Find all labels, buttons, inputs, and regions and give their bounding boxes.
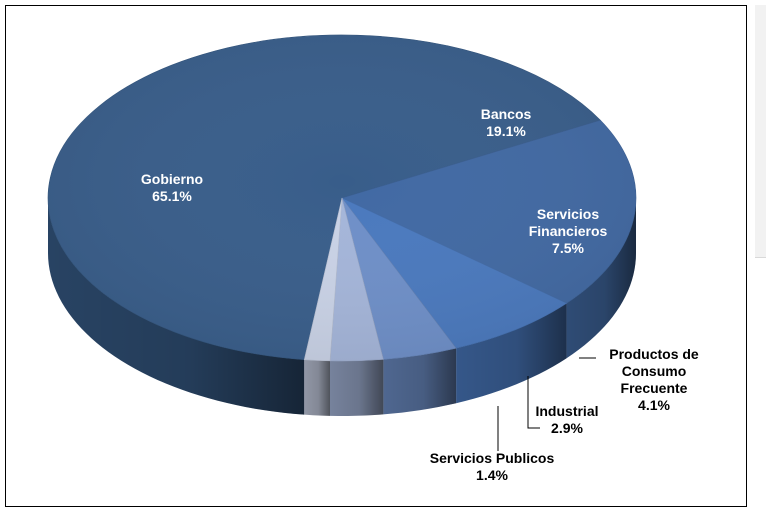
data-label-0: Gobierno 65.1% xyxy=(141,171,203,204)
data-label-text: Servicios xyxy=(537,206,599,222)
side-wall-shading-5 xyxy=(304,359,330,416)
data-label-percent: 2.9% xyxy=(551,420,583,436)
data-label-3: Productos de Consumo Frecuente 4.1% xyxy=(609,346,699,413)
data-label-percent: 1.4% xyxy=(476,467,508,483)
data-label-text: Bancos xyxy=(481,106,532,122)
data-label-text: Financieros xyxy=(529,223,608,239)
side-wall-shading-0 xyxy=(48,198,305,415)
leader-line-4 xyxy=(527,376,540,429)
data-label-percent: 65.1% xyxy=(152,188,192,204)
side-wall-shading-1 xyxy=(566,198,636,359)
data-label-1: Bancos 19.1% xyxy=(481,106,532,139)
chart-frame: Gobierno 65.1% Bancos 19.1% Servicios Financi… xyxy=(5,5,747,507)
leader-lines xyxy=(497,357,596,451)
data-label-text: Consumo xyxy=(622,363,687,379)
pie-top-faces xyxy=(47,34,637,362)
data-labels: Gobierno 65.1% Bancos 19.1% Servicios Financi… xyxy=(141,106,699,483)
pie-chart: Gobierno 65.1% Bancos 19.1% Servicios Financi… xyxy=(47,34,699,483)
side-wall-shading-3 xyxy=(383,348,457,415)
side-panel xyxy=(755,5,766,258)
data-label-5: Servicios Publicos 1.4% xyxy=(430,450,555,483)
side-wall-shading-2 xyxy=(456,303,567,404)
data-label-percent: 4.1% xyxy=(638,397,670,413)
data-label-text: Industrial xyxy=(535,403,598,419)
data-label-text: Servicios Publicos xyxy=(430,450,555,466)
data-label-text: Frecuente xyxy=(621,380,688,396)
data-label-percent: 19.1% xyxy=(486,123,526,139)
pie-side-walls xyxy=(48,198,636,416)
top-shading xyxy=(48,35,636,361)
data-label-4: Industrial 2.9% xyxy=(535,403,598,436)
data-label-text: Productos de xyxy=(609,346,699,362)
side-wall-shading-4 xyxy=(330,359,384,416)
data-label-text: Gobierno xyxy=(141,171,203,187)
data-label-percent: 7.5% xyxy=(552,240,584,256)
data-label-2: Servicios Financieros 7.5% xyxy=(529,206,608,256)
